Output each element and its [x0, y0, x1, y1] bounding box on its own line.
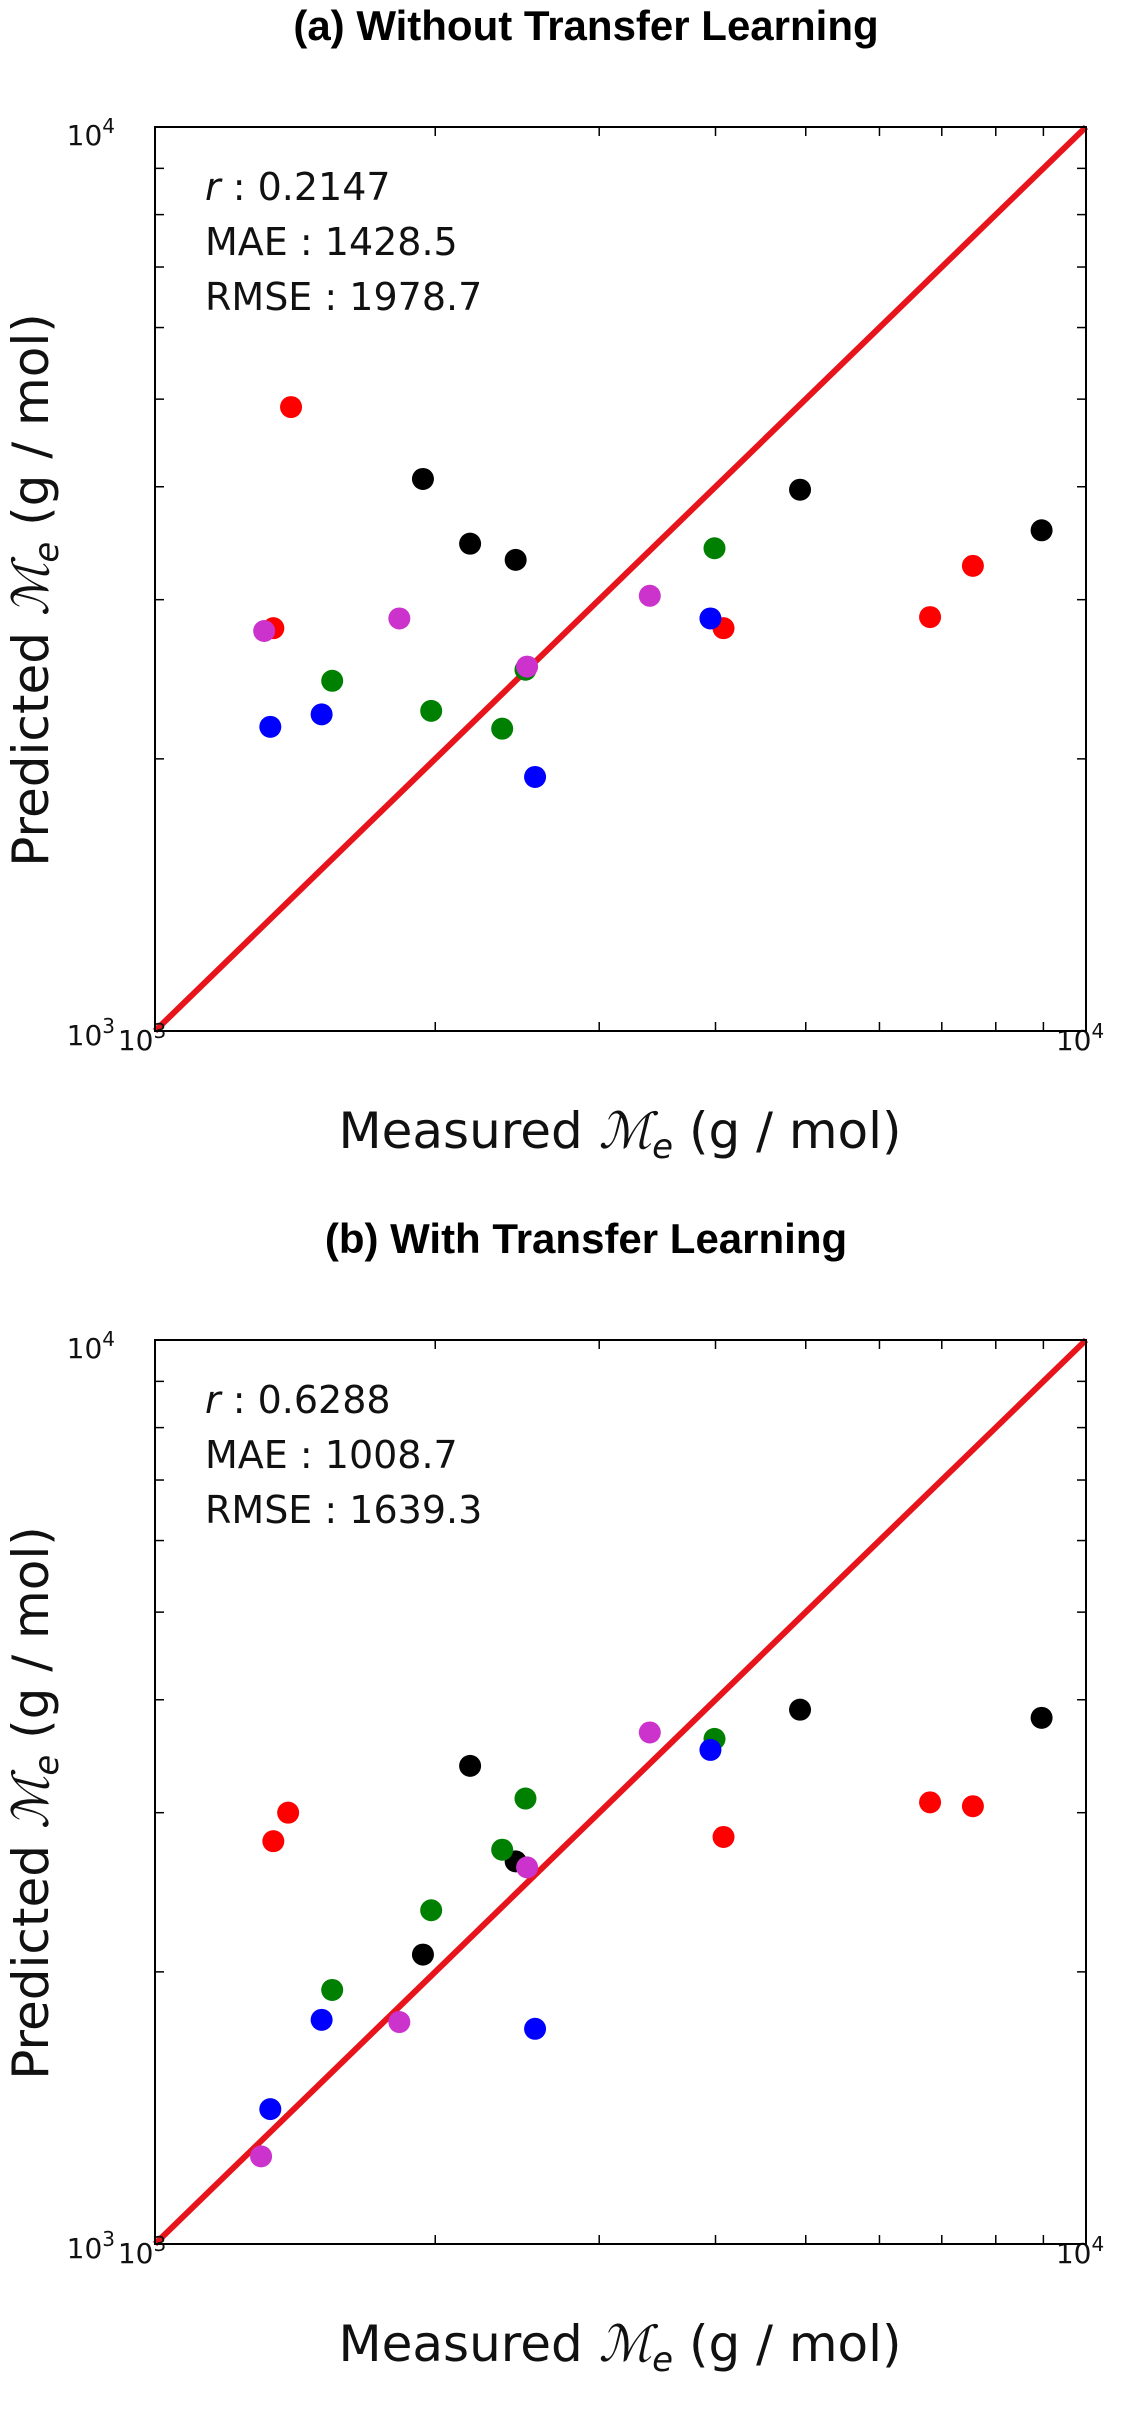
b-point-s3-1	[310, 2008, 333, 2031]
panel-b-stat-r: r : 0.6288	[205, 1378, 391, 1422]
b-point-s4-0	[250, 2145, 273, 2168]
a-point-s4-2	[516, 655, 539, 678]
a-point-s3-3	[699, 607, 722, 630]
panel-a-x-tick-label-max: 104	[1056, 1019, 1104, 1057]
b-point-s2-0	[321, 1978, 344, 2001]
panel-a-y-tick-label-min: 103	[67, 1014, 115, 1052]
panel-a-y-tick-label-max: 104	[67, 114, 115, 152]
b-point-s0-1	[277, 1801, 300, 1824]
b-point-s1-1	[459, 1754, 482, 1777]
b-parity-line	[152, 1337, 1089, 2247]
a-point-s4-1	[388, 607, 411, 630]
b-point-s1-0	[411, 1943, 434, 1966]
panel-b-title: (b) With Transfer Learning	[325, 1215, 847, 1262]
b-point-s0-0	[262, 1830, 285, 1853]
a-point-s1-1	[459, 532, 482, 555]
panel-b-stat-mae: MAE : 1008.7	[205, 1433, 458, 1477]
b-point-s2-2	[491, 1838, 514, 1861]
panel-a-stat-mae: MAE : 1428.5	[205, 220, 458, 264]
panel-a-stats: r : 0.2147 MAE : 1428.5 RMSE : 1978.7	[205, 165, 482, 319]
panel-a-y-axis-label: Predicted ℳe (g / mol)	[2, 313, 67, 867]
panel-b-y-tick-label-max: 104	[67, 1327, 115, 1365]
a-point-s0-4	[961, 554, 984, 577]
panel-a-stat-r: r : 0.2147	[205, 165, 391, 209]
a-point-s0-3	[919, 606, 942, 629]
b-point-s0-4	[961, 1795, 984, 1818]
a-point-s1-3	[789, 478, 812, 501]
a-point-s3-1	[310, 703, 333, 726]
b-point-s1-4	[1030, 1706, 1053, 1729]
panel-a-stat-rmse: RMSE : 1978.7	[205, 275, 482, 319]
a-point-s4-3	[638, 584, 661, 607]
a-point-s4-0	[253, 619, 276, 642]
panel-b-ticks	[155, 1340, 1086, 2244]
b-point-s2-1	[420, 1899, 443, 1922]
panel-b-with-transfer-learning: (b) With Transfer Learning r : 0.6288 MA…	[2, 1215, 1104, 2380]
panel-a-plot-frame	[154, 126, 1087, 1032]
a-point-s3-0	[259, 715, 282, 738]
b-point-s0-2	[712, 1825, 735, 1848]
a-point-s2-0	[321, 669, 344, 692]
b-point-s2-3	[514, 1787, 537, 1810]
panel-a-without-transfer-learning: (a) Without Transfer Learning r : 0.2147…	[2, 2, 1104, 1167]
a-point-s0-0	[280, 396, 303, 419]
b-point-s4-2	[516, 1856, 539, 1879]
b-point-s0-3	[919, 1791, 942, 1814]
a-parity-line	[152, 124, 1089, 1034]
panel-a-x-axis-label: Measured ℳe (g / mol)	[338, 1102, 901, 1167]
panel-a-x-tick-label-min: 103	[118, 1019, 166, 1057]
panel-b-x-axis-label: Measured ℳe (g / mol)	[338, 2315, 901, 2380]
b-point-s1-3	[789, 1698, 812, 1721]
panel-b-stat-rmse: RMSE : 1639.3	[205, 1488, 482, 1532]
panel-b-x-tick-label-max: 104	[1056, 2232, 1104, 2270]
b-point-s4-3	[638, 1721, 661, 1744]
a-point-s1-4	[1030, 519, 1053, 542]
b-point-s4-1	[388, 2011, 411, 2034]
a-point-s2-1	[420, 699, 443, 722]
b-point-s3-3	[699, 1738, 722, 1761]
a-point-s1-2	[504, 548, 527, 571]
panel-a-title: (a) Without Transfer Learning	[293, 2, 878, 49]
panel-a-ticks	[155, 127, 1086, 1031]
panel-b-stats: r : 0.6288 MAE : 1008.7 RMSE : 1639.3	[205, 1378, 482, 1532]
panel-b-marks	[152, 1337, 1089, 2247]
a-point-s2-4	[703, 537, 726, 560]
b-point-s3-2	[524, 2017, 547, 2040]
a-point-s1-0	[411, 467, 434, 490]
panel-a-marks	[152, 124, 1089, 1034]
a-point-s3-2	[524, 765, 547, 788]
panel-b-y-tick-label-min: 103	[67, 2227, 115, 2265]
panel-b-plot-frame	[154, 1339, 1087, 2245]
panel-b-y-axis-label: Predicted ℳe (g / mol)	[2, 1526, 67, 2080]
panel-b-tick-labels: 103 104 103 104	[67, 1327, 1105, 2270]
panel-b-x-tick-label-min: 103	[118, 2232, 166, 2270]
a-point-s2-2	[491, 717, 514, 740]
b-point-s3-0	[259, 2098, 282, 2121]
